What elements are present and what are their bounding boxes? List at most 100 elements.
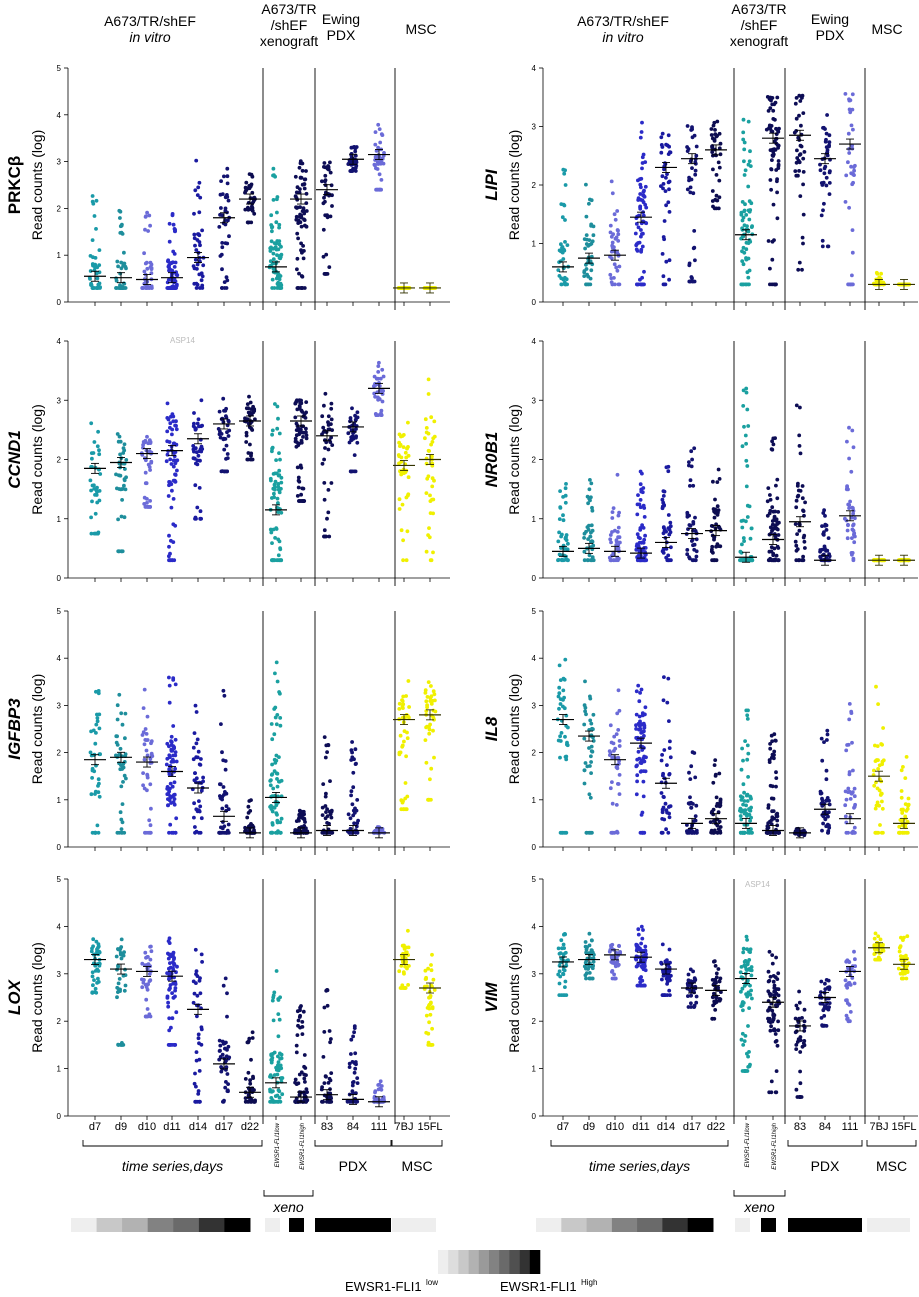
data-point	[769, 558, 774, 563]
data-point	[899, 795, 904, 800]
data-point	[92, 214, 97, 218]
data-point	[769, 447, 774, 451]
sample-points-d11	[161, 936, 183, 1047]
data-point	[431, 689, 436, 694]
data-point	[766, 825, 771, 830]
data-point	[433, 709, 438, 714]
data-point	[748, 149, 752, 154]
data-point	[249, 451, 254, 456]
data-point	[423, 417, 428, 422]
data-point	[563, 486, 568, 491]
data-point	[274, 803, 279, 808]
data-point	[793, 169, 798, 174]
data-point	[642, 188, 646, 193]
data-point	[797, 113, 801, 118]
data-point	[664, 259, 669, 264]
data-point	[774, 483, 778, 488]
data-point	[170, 213, 175, 218]
y-tick-label: 4	[57, 922, 62, 931]
data-point	[850, 536, 854, 540]
data-point	[146, 285, 151, 289]
data-point	[320, 461, 325, 466]
data-point	[90, 194, 95, 198]
data-point	[224, 830, 229, 835]
data-point	[818, 549, 822, 554]
data-point	[165, 996, 170, 1000]
data-point	[98, 472, 103, 476]
data-point	[116, 517, 120, 522]
data-point	[328, 779, 332, 783]
data-point	[147, 972, 152, 976]
data-point	[250, 1036, 255, 1040]
data-point	[171, 414, 176, 419]
data-point	[819, 213, 824, 218]
data-point	[588, 276, 593, 281]
data-point	[797, 521, 802, 526]
data-point	[399, 528, 404, 533]
data-point	[639, 234, 643, 239]
data-point	[609, 256, 614, 261]
sample-points-84	[342, 145, 364, 173]
data-point	[173, 682, 178, 687]
data-point	[851, 523, 855, 528]
data-point	[565, 243, 570, 248]
data-point	[192, 991, 197, 996]
data-point	[244, 188, 249, 192]
data-point	[824, 145, 829, 150]
data-point	[641, 503, 646, 508]
data-point	[640, 244, 645, 249]
data-point	[880, 762, 884, 767]
data-point	[322, 161, 327, 165]
data-point	[685, 124, 690, 128]
data-point	[270, 998, 275, 1003]
data-point	[563, 275, 567, 280]
data-point	[96, 777, 101, 782]
data-point	[767, 123, 772, 128]
data-point	[852, 825, 857, 830]
data-point	[195, 755, 200, 760]
data-point	[274, 753, 279, 758]
data-point	[118, 746, 123, 751]
data-point	[120, 802, 125, 806]
data-point	[685, 149, 690, 154]
data-point	[424, 725, 428, 730]
data-point	[582, 768, 587, 773]
data-point	[167, 966, 171, 971]
data-point	[667, 815, 672, 820]
data-point	[222, 174, 226, 179]
data-point	[875, 786, 880, 791]
y-tick-label: 5	[57, 875, 62, 884]
data-point	[121, 451, 126, 455]
data-point	[116, 1043, 121, 1047]
sample-points-83	[316, 735, 338, 836]
data-point	[617, 708, 622, 713]
data-point	[401, 558, 405, 563]
data-point	[277, 277, 282, 282]
data-point	[117, 549, 121, 554]
data-point	[563, 755, 568, 759]
y-tick-label: 1	[532, 240, 537, 249]
data-point	[221, 396, 226, 401]
data-point	[250, 1030, 255, 1035]
data-point	[97, 452, 102, 457]
group-header-label: /shEF	[741, 17, 778, 33]
data-point	[194, 461, 198, 466]
data-point	[743, 433, 748, 438]
data-point	[118, 209, 123, 214]
data-point	[191, 444, 196, 448]
data-point	[114, 954, 119, 959]
data-point	[899, 789, 904, 793]
data-point	[401, 799, 405, 803]
data-point	[119, 827, 124, 831]
data-point	[589, 721, 594, 726]
data-point	[880, 799, 884, 804]
data-point	[664, 827, 668, 832]
data-point	[584, 529, 588, 534]
y-axis-label: Read counts (log)	[29, 404, 45, 515]
data-point	[302, 182, 307, 187]
data-point	[582, 536, 586, 540]
gene-label: CCND1	[5, 430, 24, 489]
data-point	[278, 286, 283, 290]
data-point	[141, 443, 146, 447]
data-point	[304, 224, 309, 229]
